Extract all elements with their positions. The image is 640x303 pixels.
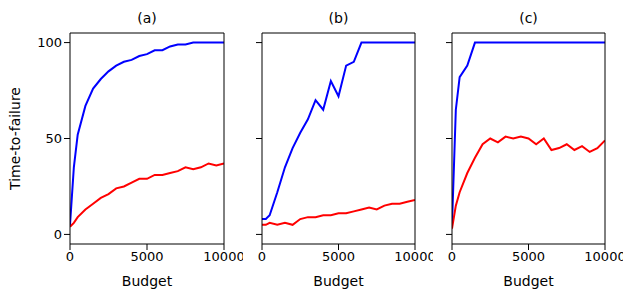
svg-text:5000: 5000: [512, 249, 545, 264]
html-text:(c): (c): [519, 10, 538, 26]
svg-text:10000: 10000: [394, 249, 433, 264]
svg-text:50: 50: [45, 131, 62, 146]
svg-text:Time-to-failure: Time-to-failure: [8, 87, 23, 191]
svg-text:5000: 5000: [322, 249, 355, 264]
svg-text:10000: 10000: [203, 249, 243, 264]
svg-text:0: 0: [448, 249, 456, 264]
svg-text:0: 0: [258, 249, 266, 264]
svg-text:100: 100: [37, 35, 62, 50]
html-text:(b): (b): [328, 10, 349, 26]
svg-text:10000: 10000: [584, 249, 623, 264]
html-text:(a): (a): [137, 10, 157, 26]
svg-text:Budget: Budget: [122, 273, 173, 289]
svg-text:Budget: Budget: [503, 273, 554, 289]
svg-text:0: 0: [54, 227, 62, 242]
svg-text:Budget: Budget: [313, 273, 364, 289]
svg-text:0: 0: [66, 249, 74, 264]
svg-text:5000: 5000: [130, 249, 163, 264]
